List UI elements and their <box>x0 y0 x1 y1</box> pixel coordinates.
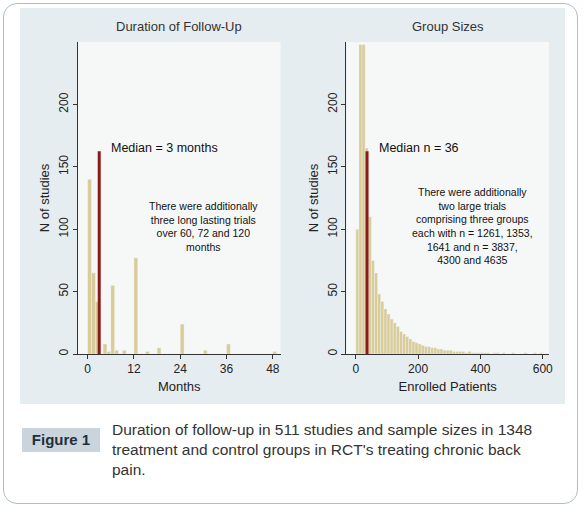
svg-text:200: 200 <box>408 362 428 376</box>
svg-text:Enrolled Patients: Enrolled Patients <box>399 379 498 394</box>
svg-text:400: 400 <box>470 362 490 376</box>
svg-text:0: 0 <box>352 362 359 376</box>
svg-text:0: 0 <box>84 362 91 376</box>
svg-text:100: 100 <box>326 217 340 237</box>
svg-text:150: 150 <box>57 155 71 175</box>
html-text:Duration of follow-up in 511 s: Duration of follow-up in 511 studies and… <box>112 421 533 478</box>
svg-text:50: 50 <box>326 283 340 297</box>
svg-text:200: 200 <box>57 92 71 112</box>
svg-text:150: 150 <box>326 155 340 175</box>
svg-text:N of studies: N of studies <box>306 163 321 232</box>
svg-text:Median = 3 months: Median = 3 months <box>111 141 218 155</box>
svg-text:48: 48 <box>266 362 280 376</box>
svg-text:100: 100 <box>57 217 71 237</box>
svg-text:Months: Months <box>158 379 201 394</box>
svg-text:50: 50 <box>57 283 71 297</box>
svg-text:0: 0 <box>57 349 71 356</box>
svg-text:24: 24 <box>174 362 188 376</box>
svg-text:Group Sizes: Group Sizes <box>412 19 484 34</box>
svg-text:There were additionallythree l: There were additionallythree long lastin… <box>149 200 258 253</box>
html-text:Figure 1: Figure 1 <box>31 431 91 448</box>
svg-text:0: 0 <box>326 349 340 356</box>
svg-text:200: 200 <box>326 92 340 112</box>
svg-text:12: 12 <box>127 362 141 376</box>
svg-text:Duration of Follow-Up: Duration of Follow-Up <box>116 19 242 34</box>
svg-text:N of studies: N of studies <box>37 163 52 232</box>
svg-text:600: 600 <box>533 362 553 376</box>
svg-text:Median n = 36: Median n = 36 <box>379 141 459 155</box>
svg-text:36: 36 <box>220 362 234 376</box>
svg-text:There were additionallytwo lar: There were additionallytwo large trialsc… <box>412 186 533 266</box>
